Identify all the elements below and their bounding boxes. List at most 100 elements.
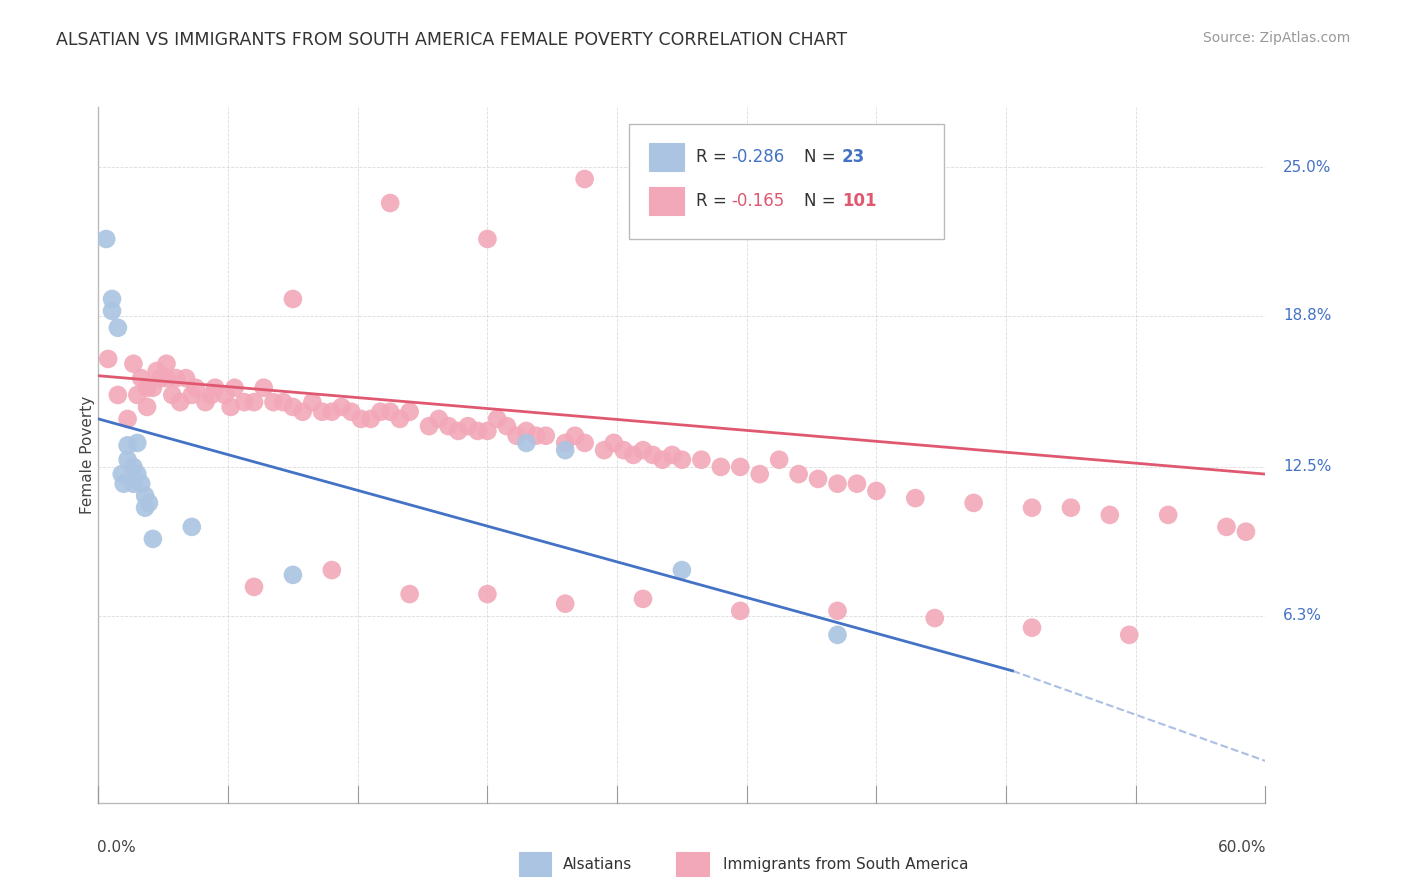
Point [651, 452, 673, 467]
Point [505, 428, 527, 442]
Point [378, 405, 402, 419]
Text: N =: N = [804, 148, 841, 166]
Point [301, 395, 323, 409]
Point [321, 405, 343, 419]
Text: 60.0%: 60.0% [1218, 840, 1267, 855]
Point [612, 443, 634, 458]
Point [97, 351, 120, 366]
Point [554, 443, 576, 458]
Point [101, 292, 124, 306]
Text: R =: R = [696, 192, 733, 210]
Bar [650, 144, 685, 171]
Point [1234, 524, 1257, 539]
Point [1098, 508, 1121, 522]
Point [155, 371, 177, 385]
Point [467, 424, 489, 438]
Point [122, 357, 145, 371]
Point [477, 587, 499, 601]
Point [174, 371, 197, 385]
Point [457, 419, 479, 434]
Bar [650, 187, 685, 215]
Point [138, 496, 160, 510]
Point [495, 419, 517, 434]
Point [281, 292, 304, 306]
Point [291, 405, 314, 419]
Point [477, 424, 499, 438]
Text: Immigrants from South America: Immigrants from South America [723, 856, 969, 871]
Point [865, 483, 887, 498]
Point [534, 428, 557, 442]
Point [710, 459, 733, 474]
Point [180, 388, 202, 402]
FancyBboxPatch shape [630, 124, 945, 239]
Point [122, 459, 145, 474]
Point [142, 381, 165, 395]
Point [1118, 628, 1140, 642]
Point [146, 364, 169, 378]
Point [641, 448, 664, 462]
Point [671, 563, 693, 577]
Text: 6.3%: 6.3% [1282, 608, 1322, 624]
Point [107, 388, 129, 402]
Point [827, 628, 849, 642]
Bar [519, 852, 551, 876]
Text: R =: R = [696, 148, 733, 166]
Point [524, 428, 547, 442]
Point [748, 467, 770, 482]
Point [924, 611, 946, 625]
Point [564, 428, 586, 442]
Point [204, 381, 226, 395]
Point [427, 412, 450, 426]
Point [134, 489, 156, 503]
Point [214, 388, 236, 402]
Point [155, 357, 177, 371]
Point [96, 232, 118, 246]
Point [101, 304, 124, 318]
Point [233, 395, 256, 409]
Point [200, 388, 222, 402]
Point [340, 405, 363, 419]
Point [671, 452, 693, 467]
Point [398, 405, 420, 419]
Point [136, 400, 159, 414]
Text: 23: 23 [842, 148, 865, 166]
Point [330, 400, 353, 414]
Text: N =: N = [804, 192, 841, 210]
Point [117, 412, 139, 426]
Point [904, 491, 927, 505]
Point [180, 520, 202, 534]
Point [418, 419, 440, 434]
Point [1157, 508, 1180, 522]
Point [134, 500, 156, 515]
Point [194, 395, 217, 409]
Text: ALSATIAN VS IMMIGRANTS FROM SOUTH AMERICA FEMALE POVERTY CORRELATION CHART: ALSATIAN VS IMMIGRANTS FROM SOUTH AMERIC… [56, 31, 848, 49]
Text: 101: 101 [842, 192, 876, 210]
Point [398, 587, 420, 601]
Point [243, 395, 266, 409]
Point [142, 532, 165, 546]
Point [661, 448, 683, 462]
Text: 18.8%: 18.8% [1282, 309, 1331, 323]
Point [603, 436, 626, 450]
Point [271, 395, 294, 409]
Point [169, 395, 191, 409]
Point [787, 467, 810, 482]
Point [370, 405, 392, 419]
Point [486, 412, 509, 426]
Point [129, 371, 152, 385]
Bar [676, 852, 709, 876]
Text: -0.286: -0.286 [731, 148, 785, 166]
Point [107, 320, 129, 334]
Point [554, 597, 576, 611]
Point [515, 436, 537, 450]
Point [127, 436, 149, 450]
Point [127, 467, 149, 482]
Point [437, 419, 460, 434]
Point [388, 412, 411, 426]
Point [129, 476, 152, 491]
Point [136, 381, 159, 395]
Point [477, 232, 499, 246]
Point [262, 395, 284, 409]
Text: Source: ZipAtlas.com: Source: ZipAtlas.com [1202, 31, 1350, 45]
Point [962, 496, 984, 510]
